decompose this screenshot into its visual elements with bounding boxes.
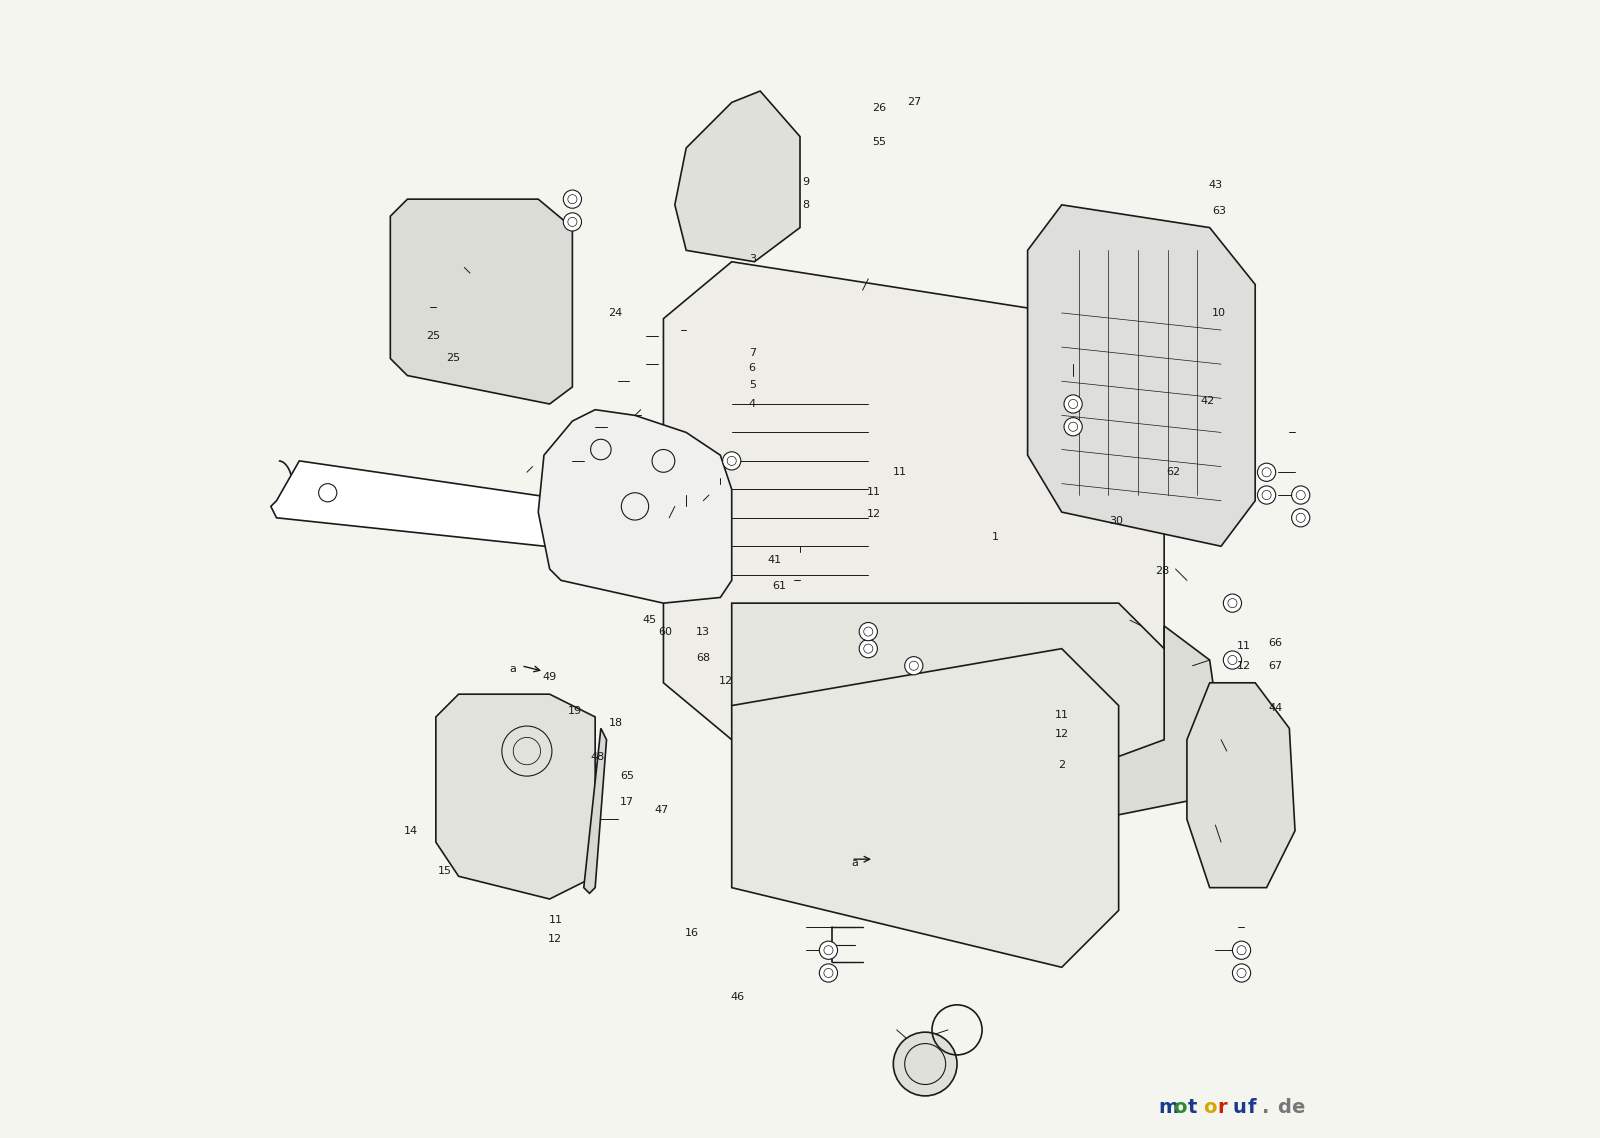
Text: 12: 12 — [718, 676, 733, 685]
Circle shape — [723, 452, 741, 470]
Text: 44: 44 — [1269, 703, 1283, 712]
Circle shape — [1291, 509, 1310, 527]
Text: 62: 62 — [1166, 468, 1181, 477]
Polygon shape — [731, 603, 1176, 797]
Text: 4: 4 — [749, 399, 755, 409]
Text: 42: 42 — [1200, 396, 1214, 405]
Circle shape — [1224, 594, 1242, 612]
Circle shape — [1258, 463, 1275, 481]
Text: 11: 11 — [549, 915, 562, 924]
Text: 11: 11 — [867, 487, 882, 496]
Text: 47: 47 — [654, 806, 669, 815]
Polygon shape — [947, 626, 1221, 819]
Text: a: a — [851, 858, 858, 867]
Text: t: t — [1189, 1098, 1197, 1116]
Text: 1: 1 — [992, 533, 1000, 542]
Text: 11: 11 — [1054, 710, 1069, 719]
Polygon shape — [664, 262, 1165, 808]
Text: d: d — [1277, 1098, 1291, 1116]
Text: 14: 14 — [403, 826, 418, 835]
Text: 25: 25 — [427, 331, 440, 340]
Circle shape — [1224, 651, 1242, 669]
Text: 65: 65 — [621, 772, 634, 781]
Text: 12: 12 — [1237, 661, 1251, 670]
Text: 68: 68 — [696, 653, 710, 662]
Text: 12: 12 — [549, 934, 562, 943]
Text: 49: 49 — [542, 673, 557, 682]
Text: 11: 11 — [1237, 642, 1251, 651]
Polygon shape — [675, 91, 800, 262]
Text: 10: 10 — [1211, 308, 1226, 318]
Text: 16: 16 — [685, 929, 699, 938]
Circle shape — [1232, 941, 1251, 959]
Text: 48: 48 — [590, 752, 605, 761]
Text: .: . — [1262, 1098, 1269, 1116]
Circle shape — [1064, 418, 1082, 436]
Circle shape — [859, 622, 877, 641]
Text: 13: 13 — [696, 627, 710, 636]
Text: 45: 45 — [643, 616, 658, 625]
Text: 30: 30 — [1109, 517, 1123, 526]
Text: e: e — [1291, 1098, 1306, 1116]
Text: 25: 25 — [446, 354, 459, 363]
Text: o: o — [1203, 1098, 1216, 1116]
Polygon shape — [390, 199, 573, 404]
Text: 11: 11 — [893, 468, 907, 477]
Text: 67: 67 — [1269, 661, 1283, 670]
Circle shape — [563, 190, 581, 208]
Circle shape — [1232, 964, 1251, 982]
Text: 43: 43 — [1208, 181, 1222, 190]
Circle shape — [893, 1032, 957, 1096]
Text: 7: 7 — [749, 348, 755, 357]
Circle shape — [819, 941, 837, 959]
Text: 61: 61 — [773, 582, 787, 591]
Text: 2: 2 — [1058, 760, 1066, 769]
Text: 24: 24 — [608, 308, 622, 318]
Text: 28: 28 — [1155, 567, 1170, 576]
Text: a: a — [510, 665, 517, 674]
Polygon shape — [731, 649, 1118, 967]
Text: o: o — [1173, 1098, 1187, 1116]
Text: 12: 12 — [867, 510, 882, 519]
Text: 9: 9 — [802, 178, 810, 187]
Text: 15: 15 — [438, 866, 451, 875]
Text: 66: 66 — [1269, 638, 1283, 648]
Text: u: u — [1232, 1098, 1246, 1116]
Text: 27: 27 — [907, 98, 922, 107]
Text: 8: 8 — [802, 200, 810, 209]
Circle shape — [563, 213, 581, 231]
Circle shape — [819, 964, 837, 982]
Polygon shape — [1027, 205, 1256, 546]
Circle shape — [904, 657, 923, 675]
Text: r: r — [1218, 1098, 1227, 1116]
Text: 41: 41 — [768, 555, 782, 564]
Polygon shape — [1187, 683, 1294, 888]
Polygon shape — [270, 461, 704, 558]
Text: 26: 26 — [872, 104, 886, 113]
Polygon shape — [584, 728, 606, 893]
Text: 60: 60 — [659, 627, 672, 636]
Text: 6: 6 — [749, 363, 755, 372]
Text: 17: 17 — [619, 798, 634, 807]
Text: 55: 55 — [872, 138, 886, 147]
Text: 46: 46 — [730, 992, 744, 1001]
Text: 19: 19 — [568, 707, 582, 716]
Text: 3: 3 — [749, 255, 755, 264]
Text: 18: 18 — [608, 718, 622, 727]
Polygon shape — [538, 410, 731, 603]
Text: 63: 63 — [1211, 206, 1226, 215]
Text: 5: 5 — [749, 380, 755, 389]
Circle shape — [859, 640, 877, 658]
Circle shape — [1064, 395, 1082, 413]
Text: 12: 12 — [1054, 729, 1069, 739]
Circle shape — [1291, 486, 1310, 504]
Circle shape — [1258, 486, 1275, 504]
Text: m: m — [1158, 1098, 1179, 1116]
Text: f: f — [1248, 1098, 1256, 1116]
Polygon shape — [435, 694, 595, 899]
